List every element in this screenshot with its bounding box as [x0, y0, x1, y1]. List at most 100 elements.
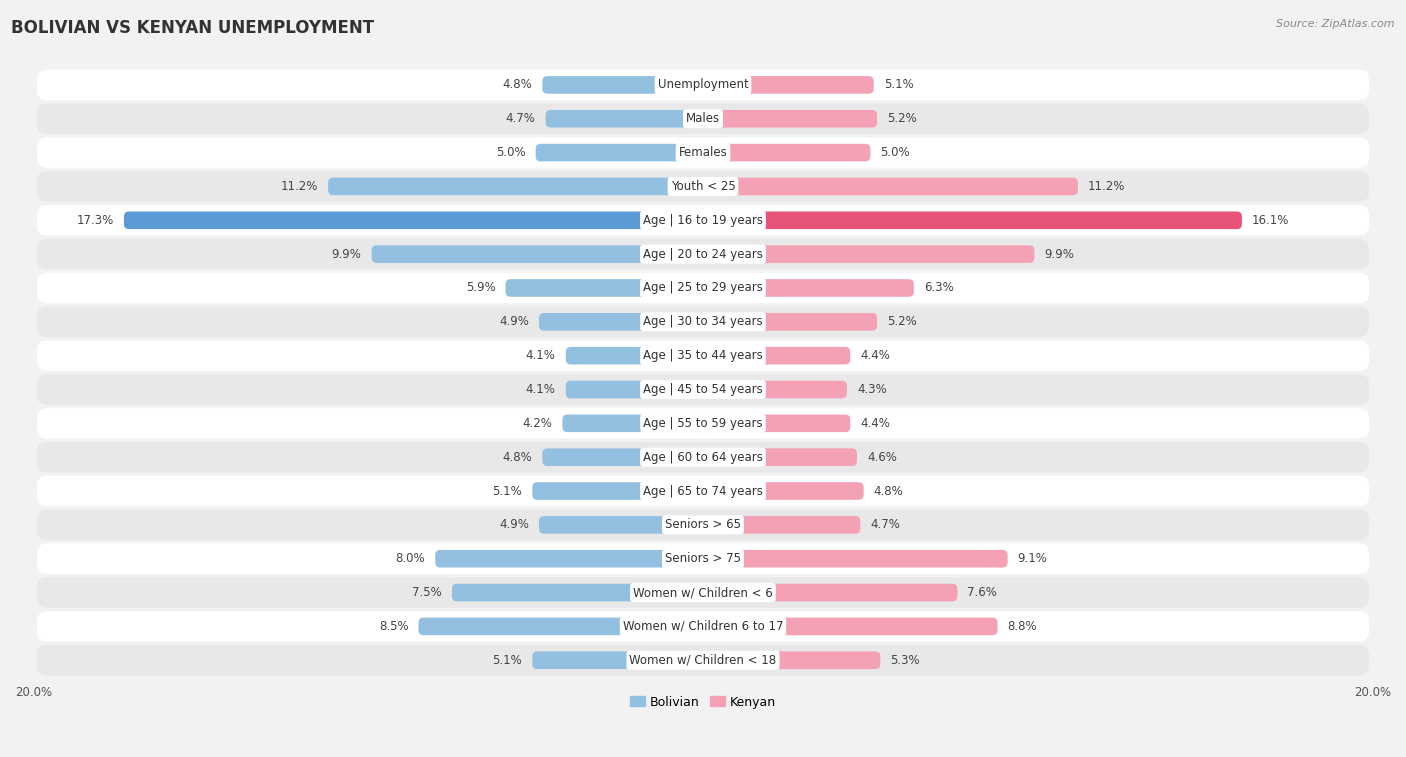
Text: 9.9%: 9.9%	[1045, 248, 1074, 260]
FancyBboxPatch shape	[37, 611, 1369, 642]
FancyBboxPatch shape	[37, 408, 1369, 438]
FancyBboxPatch shape	[703, 76, 873, 94]
Text: Age | 35 to 44 years: Age | 35 to 44 years	[643, 349, 763, 362]
Legend: Bolivian, Kenyan: Bolivian, Kenyan	[626, 690, 780, 714]
FancyBboxPatch shape	[37, 104, 1369, 134]
Text: 7.5%: 7.5%	[412, 586, 441, 599]
Text: Age | 25 to 29 years: Age | 25 to 29 years	[643, 282, 763, 294]
FancyBboxPatch shape	[703, 313, 877, 331]
FancyBboxPatch shape	[543, 448, 703, 466]
FancyBboxPatch shape	[37, 476, 1369, 506]
Text: 5.2%: 5.2%	[887, 112, 917, 125]
Text: 4.8%: 4.8%	[873, 484, 904, 497]
FancyBboxPatch shape	[703, 584, 957, 601]
Text: 4.1%: 4.1%	[526, 349, 555, 362]
FancyBboxPatch shape	[451, 584, 703, 601]
FancyBboxPatch shape	[37, 374, 1369, 405]
FancyBboxPatch shape	[37, 578, 1369, 608]
FancyBboxPatch shape	[37, 544, 1369, 574]
Text: 4.8%: 4.8%	[502, 79, 533, 92]
Text: Youth < 25: Youth < 25	[671, 180, 735, 193]
Text: Age | 55 to 59 years: Age | 55 to 59 years	[643, 417, 763, 430]
Text: 17.3%: 17.3%	[77, 213, 114, 227]
Text: Age | 45 to 54 years: Age | 45 to 54 years	[643, 383, 763, 396]
FancyBboxPatch shape	[565, 381, 703, 398]
FancyBboxPatch shape	[565, 347, 703, 364]
Text: Age | 20 to 24 years: Age | 20 to 24 years	[643, 248, 763, 260]
Text: 4.7%: 4.7%	[506, 112, 536, 125]
FancyBboxPatch shape	[703, 245, 1035, 263]
FancyBboxPatch shape	[37, 307, 1369, 337]
Text: Age | 30 to 34 years: Age | 30 to 34 years	[643, 316, 763, 329]
Text: 4.6%: 4.6%	[868, 450, 897, 464]
FancyBboxPatch shape	[703, 482, 863, 500]
Text: 4.3%: 4.3%	[858, 383, 887, 396]
Text: 5.1%: 5.1%	[492, 654, 522, 667]
FancyBboxPatch shape	[328, 178, 703, 195]
FancyBboxPatch shape	[538, 516, 703, 534]
FancyBboxPatch shape	[533, 482, 703, 500]
Text: 4.9%: 4.9%	[499, 519, 529, 531]
FancyBboxPatch shape	[703, 347, 851, 364]
Text: 11.2%: 11.2%	[281, 180, 318, 193]
FancyBboxPatch shape	[37, 239, 1369, 269]
FancyBboxPatch shape	[703, 550, 1008, 568]
FancyBboxPatch shape	[703, 178, 1078, 195]
Text: 4.8%: 4.8%	[502, 450, 533, 464]
FancyBboxPatch shape	[703, 144, 870, 161]
FancyBboxPatch shape	[371, 245, 703, 263]
Text: Women w/ Children < 18: Women w/ Children < 18	[630, 654, 776, 667]
Text: 8.8%: 8.8%	[1008, 620, 1038, 633]
Text: Women w/ Children 6 to 17: Women w/ Children 6 to 17	[623, 620, 783, 633]
FancyBboxPatch shape	[533, 652, 703, 669]
Text: 4.4%: 4.4%	[860, 417, 890, 430]
FancyBboxPatch shape	[536, 144, 703, 161]
FancyBboxPatch shape	[543, 76, 703, 94]
Text: 16.1%: 16.1%	[1251, 213, 1289, 227]
FancyBboxPatch shape	[37, 171, 1369, 201]
Text: Unemployment: Unemployment	[658, 79, 748, 92]
FancyBboxPatch shape	[37, 137, 1369, 168]
Text: 4.4%: 4.4%	[860, 349, 890, 362]
FancyBboxPatch shape	[436, 550, 703, 568]
Text: 11.2%: 11.2%	[1088, 180, 1125, 193]
FancyBboxPatch shape	[37, 645, 1369, 675]
Text: 6.3%: 6.3%	[924, 282, 953, 294]
FancyBboxPatch shape	[703, 448, 858, 466]
Text: Age | 60 to 64 years: Age | 60 to 64 years	[643, 450, 763, 464]
FancyBboxPatch shape	[37, 205, 1369, 235]
FancyBboxPatch shape	[37, 70, 1369, 100]
Text: 9.1%: 9.1%	[1018, 552, 1047, 565]
Text: 4.9%: 4.9%	[499, 316, 529, 329]
FancyBboxPatch shape	[419, 618, 703, 635]
FancyBboxPatch shape	[703, 110, 877, 127]
Text: 7.6%: 7.6%	[967, 586, 997, 599]
FancyBboxPatch shape	[37, 442, 1369, 472]
FancyBboxPatch shape	[562, 415, 703, 432]
FancyBboxPatch shape	[703, 279, 914, 297]
Text: Age | 65 to 74 years: Age | 65 to 74 years	[643, 484, 763, 497]
Text: 5.2%: 5.2%	[887, 316, 917, 329]
Text: Seniors > 65: Seniors > 65	[665, 519, 741, 531]
Text: 5.3%: 5.3%	[890, 654, 920, 667]
Text: 4.7%: 4.7%	[870, 519, 900, 531]
FancyBboxPatch shape	[538, 313, 703, 331]
FancyBboxPatch shape	[37, 273, 1369, 304]
Text: 5.0%: 5.0%	[880, 146, 910, 159]
FancyBboxPatch shape	[37, 341, 1369, 371]
Text: Age | 16 to 19 years: Age | 16 to 19 years	[643, 213, 763, 227]
FancyBboxPatch shape	[703, 652, 880, 669]
Text: 8.0%: 8.0%	[395, 552, 425, 565]
FancyBboxPatch shape	[703, 516, 860, 534]
Text: 5.9%: 5.9%	[465, 282, 495, 294]
Text: BOLIVIAN VS KENYAN UNEMPLOYMENT: BOLIVIAN VS KENYAN UNEMPLOYMENT	[11, 19, 374, 37]
FancyBboxPatch shape	[703, 618, 997, 635]
Text: 5.1%: 5.1%	[884, 79, 914, 92]
Text: 4.2%: 4.2%	[523, 417, 553, 430]
Text: Females: Females	[679, 146, 727, 159]
Text: Women w/ Children < 6: Women w/ Children < 6	[633, 586, 773, 599]
FancyBboxPatch shape	[546, 110, 703, 127]
FancyBboxPatch shape	[124, 211, 703, 229]
FancyBboxPatch shape	[506, 279, 703, 297]
Text: 5.0%: 5.0%	[496, 146, 526, 159]
